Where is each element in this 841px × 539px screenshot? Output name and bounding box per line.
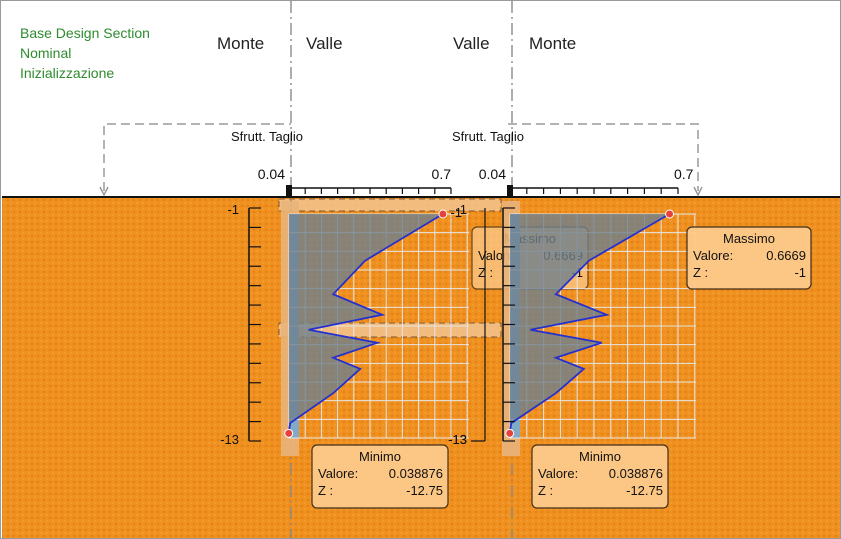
x-tick-label-min: 0.04 <box>258 166 285 182</box>
min-box-z-label: Z : <box>318 483 333 498</box>
z-tick-label-bottom: -13 <box>448 432 467 447</box>
max-marker <box>438 209 448 219</box>
utilization-curve <box>287 213 444 434</box>
z-tick-label-top: -1 <box>227 202 239 217</box>
side-label-valle-left: Valle <box>306 34 343 53</box>
x-tick-label-max: 0.7 <box>432 166 452 182</box>
side-label-valle-right: Valle <box>453 34 490 53</box>
min-box-z: -12.75 <box>626 483 663 498</box>
side-label-monte-right: Monte <box>529 34 577 53</box>
z-tick-label-top: -1 <box>455 202 467 217</box>
max-box-z-label: Z : <box>693 265 708 280</box>
min-marker <box>284 428 294 438</box>
legend-design-section: Base Design Section <box>20 25 150 41</box>
panel1-inner-ruler: -13 -1 <box>448 205 486 447</box>
min-box-value-label: Valore: <box>538 466 578 481</box>
max-box-value: 0.6669 <box>766 248 806 263</box>
min-box-z: -12.75 <box>406 483 443 498</box>
utilization-area <box>509 214 670 434</box>
max-marker <box>665 209 675 219</box>
legend-phase: Inizializzazione <box>20 65 115 81</box>
min-box-value: 0.038876 <box>389 466 443 481</box>
min-box-value-label: Valore: <box>318 466 358 481</box>
utilization-curve <box>508 213 671 434</box>
z-tick-label-bottom: -13 <box>220 432 239 447</box>
max-box-value-label: Valore: <box>693 248 733 263</box>
max-box-z: -1 <box>794 265 806 280</box>
min-marker <box>505 428 515 438</box>
axis-title: Sfrutt. Taglio <box>452 129 524 144</box>
x-tick-label-max: 0.7 <box>674 166 694 182</box>
min-box-title: Minimo <box>359 449 401 464</box>
legend-nominal: Nominal <box>20 45 72 61</box>
axis-title: Sfrutt. Taglio <box>231 129 303 144</box>
arrow-head-left <box>99 186 109 197</box>
inner-ruler-label-bottom: -13 <box>448 432 467 447</box>
legend: Base Design Section Nominal Inizializzaz… <box>20 23 150 83</box>
arrow-head-right <box>693 186 703 197</box>
min-box-bg <box>531 444 669 509</box>
min-box-bg <box>311 444 449 509</box>
min-box-value: 0.038876 <box>609 466 663 481</box>
x-tick-label-min: 0.04 <box>479 166 506 182</box>
x-axis-origin-mark <box>286 185 292 197</box>
min-box-z-label: Z : <box>538 483 553 498</box>
max-box-title: Massimo <box>723 231 775 246</box>
min-box-title: Minimo <box>579 449 621 464</box>
side-label-monte-left: Monte <box>217 34 265 53</box>
chart-panel-2: Sfrutt. Taglio 0.04 0.7 -1 -13 Massimo Valore:… <box>448 129 812 509</box>
excavation-outline <box>103 123 699 191</box>
max-box: Massimo Valore: 0.6669 Z : -1 <box>686 226 812 290</box>
max-box-bg <box>686 226 812 290</box>
inner-ruler-label-top: -1 <box>450 205 462 220</box>
x-axis-origin-mark <box>507 185 513 197</box>
utilization-area <box>288 214 443 434</box>
